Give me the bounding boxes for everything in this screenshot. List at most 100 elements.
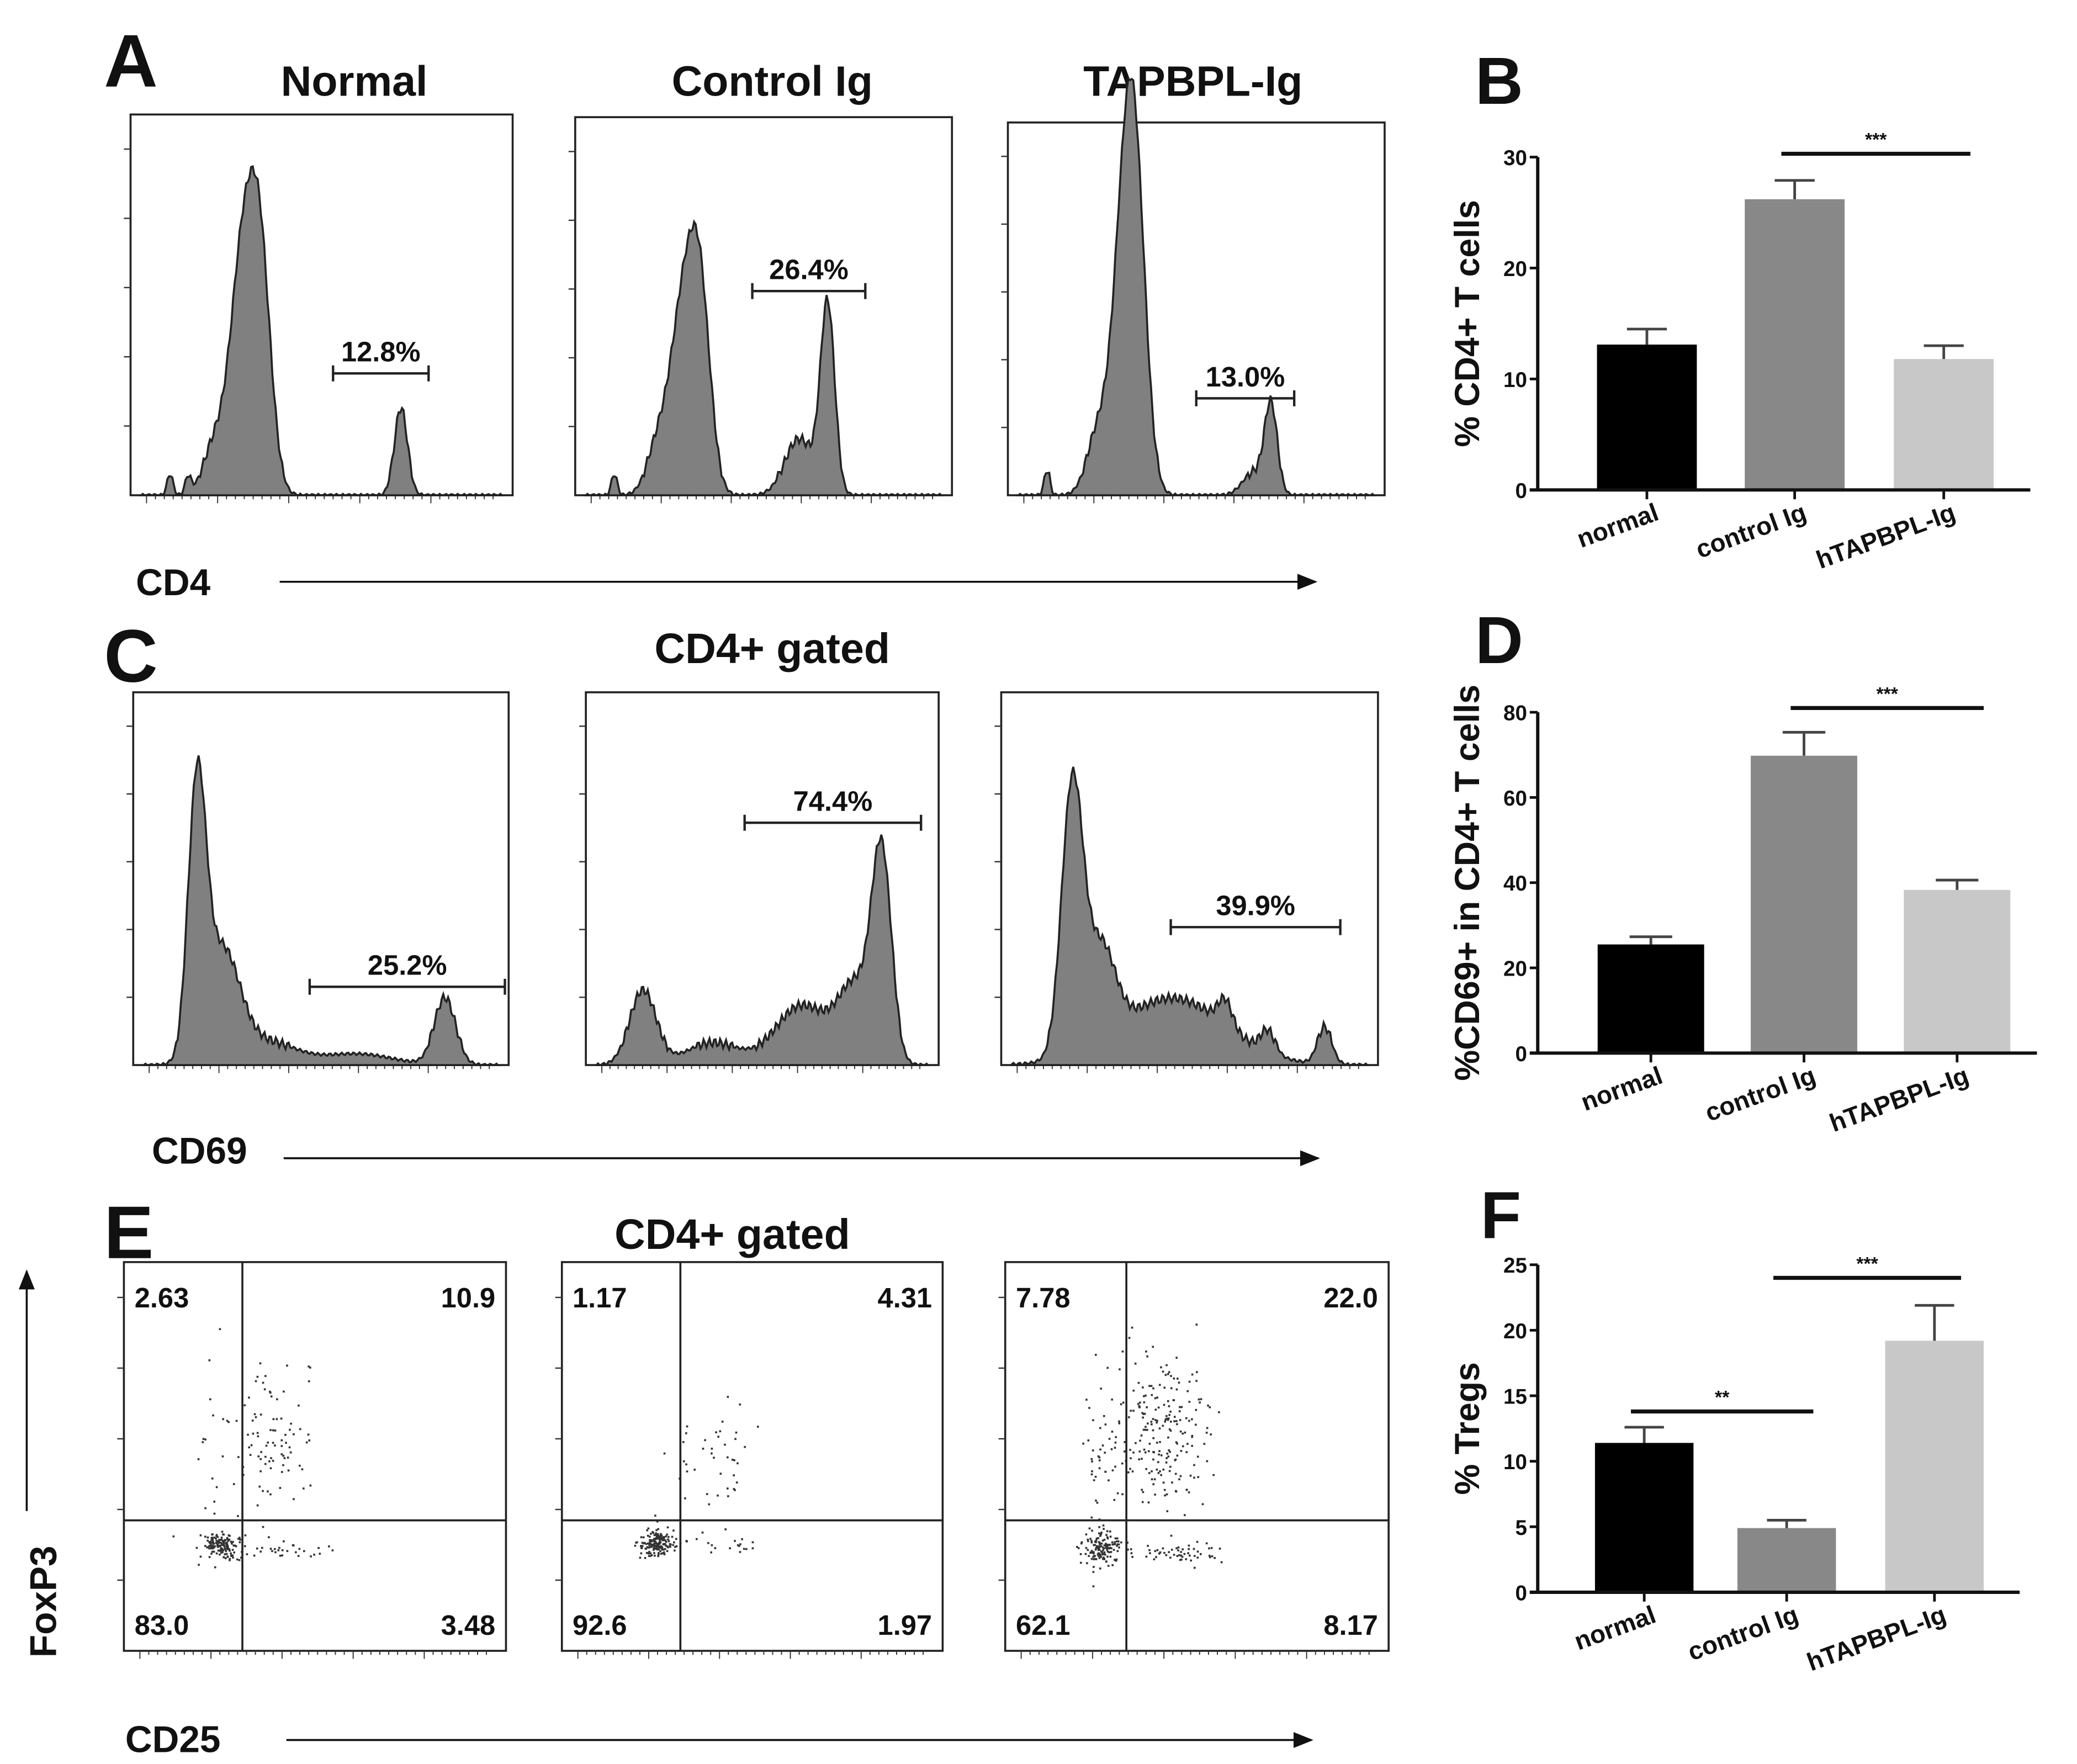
xtick-label-f-0: normal [1571,1600,1660,1655]
dotplot-tapbpl-event [1220,1561,1223,1564]
dotplot-normal-event [299,1428,301,1431]
dotplot-control-event [653,1543,656,1545]
dotplot-tapbpl-event [1159,1551,1162,1554]
dotplot-normal-event [262,1525,264,1528]
dotplot-tapbpl-event [1147,1545,1149,1547]
dotplot-tapbpl-event [1116,1550,1119,1553]
dotplot-tapbpl-event [1118,1422,1121,1424]
xtick-label-b-2: hTAPBPL-Ig [1813,498,1959,574]
dotplot-control-event [675,1538,677,1540]
dotplot-tapbpl-event [1187,1552,1189,1554]
hist-a-tapbpl-gate-label: 13.0% [1206,361,1285,393]
dotplot-normal-event [260,1451,262,1453]
dotplot-tapbpl-event [1127,1471,1130,1474]
dotplot-tapbpl-event [1181,1548,1184,1550]
dotplot-tapbpl-event [1099,1567,1101,1570]
panel-label-e: E [104,1191,153,1274]
dotplot-tapbpl-event [1175,1490,1178,1493]
dotplot-normal-event [211,1550,214,1553]
dotplot-normal-event [211,1477,214,1480]
dotplot-tapbpl-event [1098,1532,1100,1535]
dotplot-normal-event [240,1556,242,1559]
dotplot-control-event [664,1543,666,1545]
dotplot-tapbpl-event [1092,1571,1095,1573]
dotplot-tapbpl-event [1175,1547,1178,1550]
dotplot-control-event [650,1533,652,1535]
dotplot-tapbpl-event [1098,1552,1100,1555]
dotplot-tapbpl-event [1141,1412,1144,1415]
dotplot-tapbpl-event [1196,1556,1199,1559]
dotplot-tapbpl-event [1150,1421,1153,1423]
dotplot-control-event [657,1555,660,1558]
dotplot-normal-event [216,1544,219,1547]
dotplot-tapbpl-event [1190,1559,1193,1562]
dotplot-tapbpl-event [1090,1540,1093,1542]
dotplot-tapbpl-event [1098,1546,1100,1549]
dotplot-tapbpl-event [1163,1488,1166,1491]
dotplot-control-event [665,1544,667,1547]
dotplot-tapbpl-event [1167,1455,1170,1458]
dotplot-control-event [669,1545,671,1548]
dotplot-control-event [654,1540,657,1543]
dotplot-tapbpl-event [1180,1551,1182,1553]
dotplot-normal-event [261,1546,263,1549]
dotplot-control-event [733,1459,735,1461]
dotplot-tapbpl-event [1164,1374,1167,1376]
dotplot-tapbpl-event [1111,1543,1114,1546]
dotplot-tapbpl-event [1171,1481,1173,1484]
dotplot-tapbpl-event [1111,1564,1114,1566]
dotplot-tapbpl-event [1084,1553,1087,1555]
dotplot-normal-event [228,1548,231,1551]
dotplot-normal-event [256,1375,259,1378]
dotplot-normal-event [283,1540,285,1543]
dotplot-normal-event [226,1556,229,1558]
dotplot-normal-event [243,1404,246,1407]
dotplot-control-event [663,1539,665,1541]
dotplot-tapbpl-event [1108,1438,1111,1440]
dotplot-tapbpl-event [1134,1362,1137,1365]
dotplot-tapbpl-event [1168,1371,1170,1374]
panel-label-a: A [104,19,158,103]
dotplot-control-event [648,1555,650,1558]
dotplot-normal-event [272,1460,274,1462]
dotplot-normal-event [234,1544,236,1547]
dotplot-tapbpl-event [1105,1546,1108,1549]
dotplot-tapbpl-event [1127,1548,1129,1551]
dotplot-tapbpl-event [1152,1429,1154,1432]
dotplot-tapbpl-event [1163,1386,1166,1389]
dotplot-control-event [662,1543,665,1546]
dotplot-tapbpl-event [1093,1551,1095,1554]
dotplot-normal-event [226,1537,229,1539]
ytick-label-d: 80 [1503,702,1527,725]
dotplot-tapbpl-event [1116,1537,1119,1540]
dotplot-tapbpl-event [1165,1364,1168,1366]
dotplot-control-event [745,1548,748,1550]
dotplot-control-event [660,1537,662,1539]
dotplot-normal-event [259,1550,262,1553]
dotplot-tapbpl-event [1098,1456,1101,1459]
dotplot-control-event [743,1548,745,1550]
dotplot-tapbpl-event [1168,1551,1170,1554]
dotplot-tapbpl-event [1168,1428,1171,1431]
dotplot-tapbpl-event [1090,1541,1093,1544]
dotplot-control-event [651,1540,653,1543]
dotplot-tapbpl-event [1148,1472,1151,1474]
dotplot-normal-event [216,1540,219,1543]
dotplot-normal-event [280,1453,283,1455]
dotplot-control-event [666,1545,669,1548]
dotplot-tapbpl-event [1193,1476,1195,1479]
dotplot-tapbpl-event [1106,1543,1109,1546]
ytick-label-d: 60 [1503,787,1527,811]
dotplot-control-event [657,1554,660,1556]
dotplot-normal-event [257,1455,260,1458]
dotplot-tapbpl-event [1091,1470,1093,1472]
dotplot-control-event [646,1546,649,1549]
dotplot-tapbpl-event [1105,1543,1107,1545]
dotplot-tapbpl-event [1096,1546,1099,1549]
dotplot-tapbpl-event [1165,1493,1168,1496]
dotplot-normal-event [220,1551,222,1554]
dotplot-tapbpl-event [1106,1537,1109,1540]
dotplot-tapbpl-event [1145,1350,1147,1353]
dotplot-control-event [685,1432,687,1434]
dotplot-normal-event [287,1469,290,1472]
